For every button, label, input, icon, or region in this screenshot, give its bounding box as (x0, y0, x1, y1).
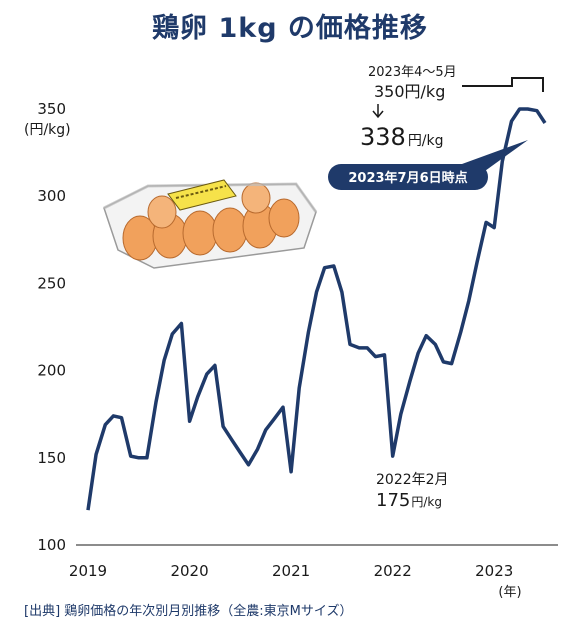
annotation-low-period: 2022年2月 (376, 472, 449, 488)
y-tick-label: 300 (37, 187, 66, 205)
x-tick-label: 2022 (374, 562, 412, 580)
carton-label (167, 179, 237, 211)
y-axis-label: (円/kg) (24, 122, 71, 138)
down-arrow-icon (372, 104, 384, 119)
peak-bracket (462, 77, 544, 92)
annotation-peak-period: 2023年4～5月 (368, 65, 457, 80)
x-tick-label: 2020 (170, 562, 208, 580)
x-tick-labels: 2019 2020 2021 2022 2023 (69, 562, 513, 580)
x-tick-label: 2023 (475, 562, 513, 580)
x-axis-label: (年) (498, 585, 521, 600)
y-tick-label: 250 (37, 274, 66, 292)
annotation-peak-value: 350円/kg (374, 82, 445, 101)
y-tick-label: 150 (37, 449, 66, 467)
source-note: [出典] 鶏卵価格の年次別月別推移（全農:東京Mサイズ） (24, 604, 353, 619)
chart-title: 鶏卵 1kg の価格推移 (152, 13, 428, 44)
x-tick-label: 2019 (69, 562, 107, 580)
egg-icon (122, 182, 300, 261)
series-line-egg-price (86, 107, 547, 511)
y-tick-label: 100 (37, 536, 66, 554)
annotation-low-value: 175円/kg (376, 490, 442, 511)
y-tick-label: 350 (37, 100, 66, 118)
egg-carton-illustration (103, 179, 318, 269)
annotation-current-date: 2023年7月6日時点 (348, 170, 467, 186)
x-tick-label: 2021 (272, 562, 310, 580)
y-tick-labels: 100 150 200 250 300 350 (37, 100, 66, 554)
current-date-callout: 2023年7月6日時点 (328, 140, 528, 190)
y-tick-label: 200 (37, 362, 66, 380)
annotation-current-value: 338 円/kg (360, 123, 444, 151)
